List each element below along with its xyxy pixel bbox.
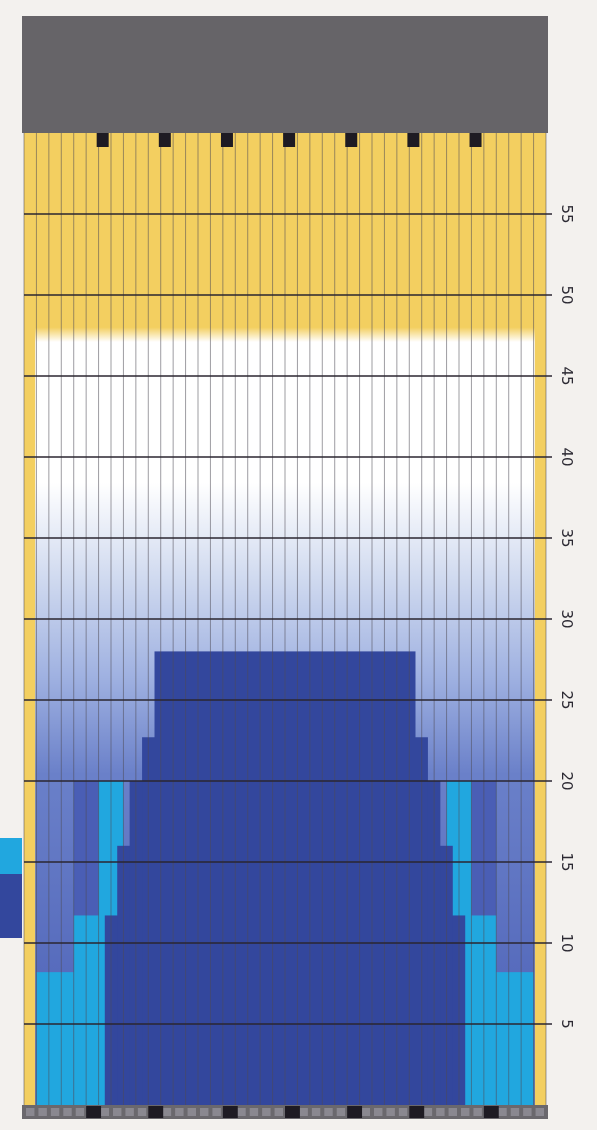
y-tick-label: 20 xyxy=(558,771,576,790)
bottom-cell xyxy=(200,1108,209,1116)
bottom-cell xyxy=(398,1108,408,1116)
bottom-cell xyxy=(249,1108,259,1116)
y-tick-label: 45 xyxy=(558,366,576,385)
bottom-cell xyxy=(137,1108,147,1116)
bottom-cell xyxy=(50,1108,60,1116)
left-edge-cyan xyxy=(0,838,22,874)
top-marker xyxy=(158,133,171,147)
bottom-cell xyxy=(274,1108,283,1116)
bottom-cell xyxy=(461,1108,470,1116)
bottom-cell xyxy=(75,1108,85,1116)
bottom-cell xyxy=(63,1108,72,1116)
bottom-cell xyxy=(113,1108,122,1116)
bottom-cell xyxy=(361,1108,370,1116)
y-tick-label: 40 xyxy=(558,447,576,466)
row-grid xyxy=(24,213,552,1025)
bottom-marker xyxy=(86,1106,102,1118)
y-tick-label: 50 xyxy=(558,285,576,304)
gold-edge-right xyxy=(534,273,546,1105)
y-tick-label: 35 xyxy=(558,528,576,547)
bottom-cell xyxy=(26,1108,35,1116)
top-band xyxy=(22,16,548,133)
bottom-cell xyxy=(262,1108,271,1116)
bottom-cell xyxy=(324,1108,333,1116)
y-tick-label: 10 xyxy=(558,933,576,952)
bottom-cell xyxy=(38,1108,47,1116)
bottom-band xyxy=(22,1105,548,1119)
top-markers xyxy=(96,133,482,147)
bottom-cell xyxy=(448,1108,457,1116)
bottom-cell xyxy=(498,1108,507,1116)
y-tick-label: 5 xyxy=(558,1019,576,1029)
bottom-cell xyxy=(436,1108,445,1116)
bottom-cell xyxy=(175,1108,184,1116)
bottom-cell xyxy=(125,1108,134,1116)
gold-edge-left xyxy=(24,273,36,1105)
bottom-marker xyxy=(148,1106,164,1118)
bottom-marker xyxy=(285,1106,300,1118)
left-edge-navy xyxy=(0,874,22,938)
bottom-cell xyxy=(374,1108,383,1116)
y-axis-tick-labels: 5 10 15 20 25 30 35 40 45 50 55 xyxy=(558,204,576,1028)
bottom-cell xyxy=(386,1108,395,1116)
top-marker xyxy=(220,133,233,147)
bottom-cell xyxy=(535,1108,544,1116)
bottom-cell xyxy=(162,1108,172,1116)
top-marker xyxy=(469,133,482,147)
y-tick-label: 15 xyxy=(558,852,576,871)
top-marker xyxy=(407,133,420,147)
top-marker xyxy=(283,133,296,147)
cyan-region-left-0 xyxy=(36,972,74,1105)
y-tick-label: 55 xyxy=(558,204,576,223)
cyan-region-right-0 xyxy=(496,972,534,1105)
bottom-cell xyxy=(212,1108,221,1116)
y-tick-label: 30 xyxy=(558,609,576,628)
bottom-marker xyxy=(483,1106,499,1118)
bottom-marker xyxy=(347,1106,363,1118)
bottom-cell xyxy=(336,1108,346,1116)
bottom-marker xyxy=(409,1106,425,1118)
top-marker xyxy=(96,133,109,147)
bottom-cell xyxy=(237,1108,246,1116)
bottom-cell xyxy=(311,1108,321,1116)
bottom-cell xyxy=(100,1108,109,1116)
bottom-marker xyxy=(222,1106,238,1118)
left-edge-strips xyxy=(0,838,22,938)
bottom-cell xyxy=(423,1108,433,1116)
bottom-cell xyxy=(299,1108,308,1116)
bottom-cell xyxy=(510,1108,520,1116)
top-marker xyxy=(345,133,358,147)
bottom-cell xyxy=(187,1108,196,1116)
bottom-cell xyxy=(473,1108,482,1116)
y-tick-label: 25 xyxy=(558,690,576,709)
bottom-cell xyxy=(523,1108,532,1116)
